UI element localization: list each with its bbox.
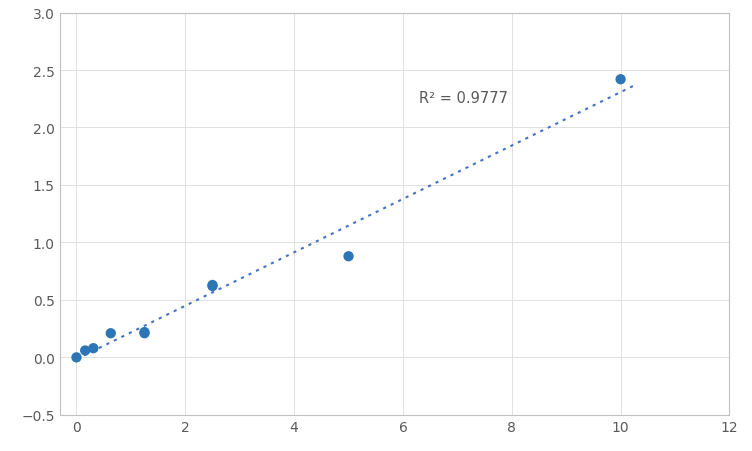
Point [105, 330, 117, 337]
Point [207, 283, 219, 290]
Text: R² = 0.9777: R² = 0.9777 [420, 91, 508, 106]
Point [71, 354, 83, 361]
Point [138, 330, 150, 337]
Point [87, 345, 99, 352]
Point [614, 76, 626, 83]
Point [138, 329, 150, 336]
Point [207, 282, 219, 289]
Point [342, 253, 354, 260]
Point [79, 347, 91, 354]
